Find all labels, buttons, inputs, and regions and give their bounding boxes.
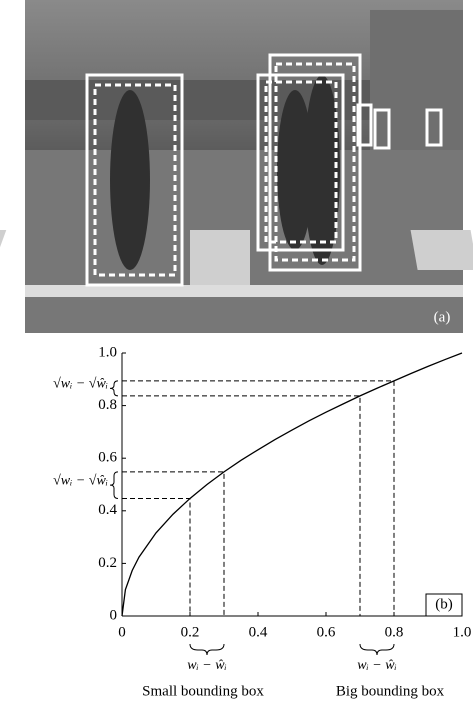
panel-label: (b) (435, 596, 453, 612)
x-tick-label: 0.6 (317, 624, 336, 640)
y-tick-label: 1.0 (98, 344, 117, 360)
y-tick-label: 0.6 (98, 450, 117, 466)
y-brace-label: √wᵢ − √ŵᵢ (53, 473, 108, 488)
x-brace (360, 644, 394, 655)
y-tick-label: 0.8 (98, 397, 117, 413)
x-tick-label: 0.4 (249, 624, 268, 640)
y-tick-label: 0.4 (98, 502, 117, 518)
x-tick-label: 0 (118, 624, 126, 640)
x-brace-label: wᵢ − ŵᵢ (187, 658, 227, 673)
figure: (a) 0 0.2 0.4 0.6 0.8 1.0 0 0.2 0.4 0.6 0.8 1.0 wᵢ −… (0, 0, 473, 706)
x-brace (190, 644, 224, 655)
y-tick-label: 0 (110, 607, 118, 623)
photo: (a) (0, 0, 473, 333)
guide-line (122, 472, 224, 616)
y-brace (110, 381, 118, 396)
x-tick-label: 0.2 (181, 624, 200, 640)
page: {"chart_data": {"type": "line", "photo_l… (0, 0, 473, 706)
curve (122, 353, 462, 616)
y-tick-label: 0.2 (98, 555, 117, 571)
chart: 0 0.2 0.4 0.6 0.8 1.0 0 0.2 0.4 0.6 0.8 1.0 wᵢ − ŵᵢ S… (53, 344, 471, 699)
guide-line (122, 498, 190, 616)
x-brace-label: wᵢ − ŵᵢ (357, 658, 397, 673)
x-tick-label: 0.8 (385, 624, 404, 640)
guide-line (122, 396, 360, 616)
x-group-label: Small bounding box (142, 683, 264, 699)
y-brace (110, 472, 118, 499)
y-brace-label: √wᵢ − √ŵᵢ (53, 377, 108, 392)
photo-label: (a) (434, 309, 451, 325)
x-group-label: Big bounding box (336, 683, 445, 699)
x-tick-label: 1.0 (453, 624, 472, 640)
